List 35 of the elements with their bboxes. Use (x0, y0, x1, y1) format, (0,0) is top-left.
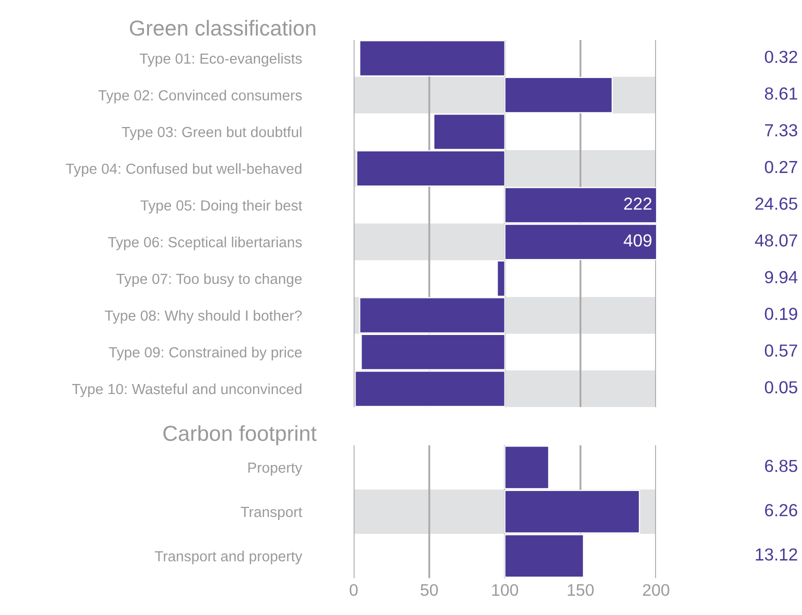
y-tick-label: Transport (240, 506, 302, 520)
chart-title: Green classification (130, 20, 316, 36)
data-label: 222 (624, 198, 652, 210)
y-tick-label: Type 09: Constrained by price (108, 346, 302, 360)
y-tick-label: Type 07: Too busy to change (116, 273, 302, 287)
y-tick-label: Transport and property (154, 550, 302, 564)
y-tick-label: Type 03: Green but doubtful (122, 126, 302, 140)
text: 13.12 (756, 548, 798, 561)
text: 0.57 (764, 344, 798, 357)
x-tick-label: 50 (420, 584, 438, 596)
text: 0.05 (764, 381, 798, 394)
y-tick-label: Type 10: Wasteful and unconvinced (72, 383, 302, 398)
text: 6.26 (765, 504, 798, 516)
y-tick-label: Type 08: Why should I bother? (104, 310, 302, 324)
y-tick-label: Type 05: Doing their best (140, 200, 302, 214)
x-tick-label: 200 (642, 584, 670, 596)
text: 7.33 (765, 124, 798, 136)
y-tick-label: Type 01: Eco-evangelists (140, 53, 302, 67)
y-tick-label: Type 06: Sceptical libertarians (108, 236, 302, 250)
text: 8.61 (764, 87, 798, 100)
x-tick-label: 100 (492, 584, 518, 596)
text: 24.65 (755, 198, 798, 210)
x-tick-label: 150 (568, 584, 594, 596)
y-tick-label: Type 02: Convinced consumers (98, 90, 302, 104)
y-tick-label: Property (248, 462, 302, 476)
y-tick-label: Type 04: Confused but well-behaved (66, 163, 302, 177)
text: 9.94 (765, 270, 798, 284)
text: 0.32 (764, 50, 798, 63)
chart-title: Carbon footprint (163, 425, 317, 446)
data-label: 409 (624, 234, 652, 247)
text: 0.27 (764, 160, 798, 174)
text: 48.07 (754, 234, 798, 247)
x-tick-label: 0 (350, 584, 358, 596)
text: 0.19 (764, 308, 798, 320)
text: 6.85 (765, 460, 798, 472)
